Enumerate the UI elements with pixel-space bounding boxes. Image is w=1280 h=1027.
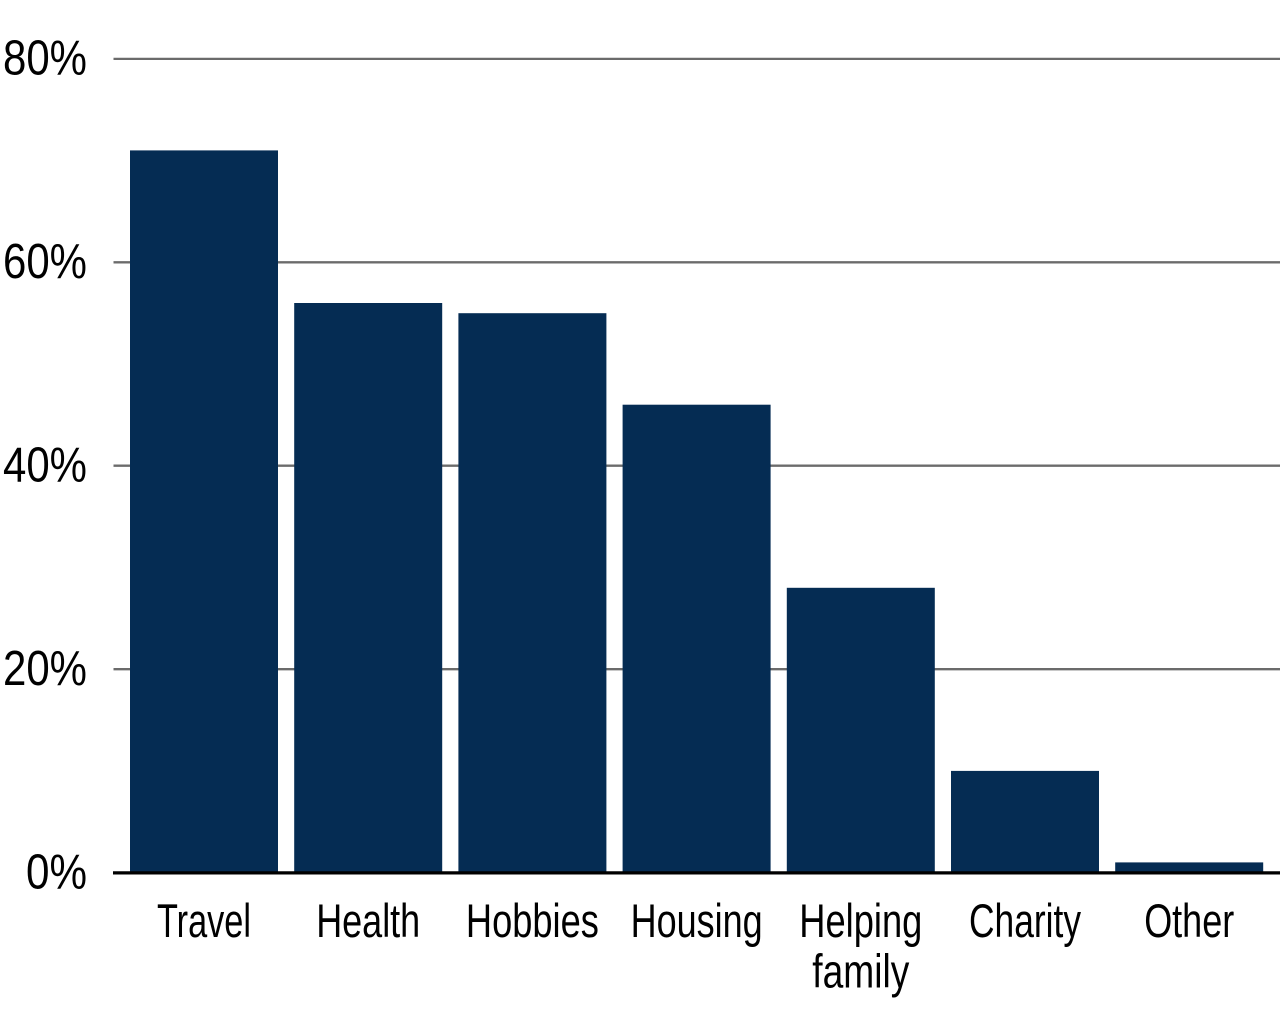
svg-text:60%: 60% [3,234,87,289]
svg-text:40%: 40% [3,437,87,492]
svg-text:Travel: Travel [157,894,251,947]
svg-text:Housing: Housing [631,894,763,947]
svg-text:80%: 80% [3,31,87,86]
svg-text:Helping: Helping [799,894,922,947]
svg-text:Hobbies: Hobbies [466,894,599,947]
svg-text:20%: 20% [3,641,87,696]
svg-text:0%: 0% [26,844,87,899]
svg-text:Other: Other [1144,894,1234,947]
svg-text:Charity: Charity [969,894,1081,947]
svg-text:family: family [812,944,909,997]
svg-text:Health: Health [316,894,420,947]
